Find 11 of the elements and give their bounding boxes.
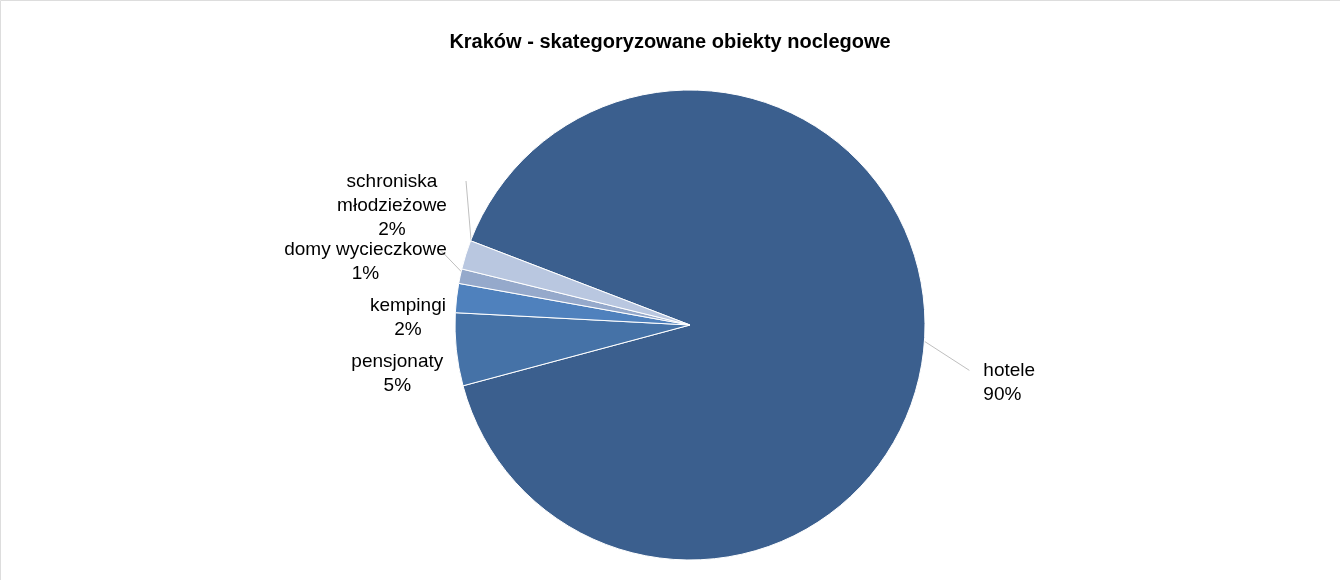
data-label: 2% [378, 218, 406, 239]
slice-label: domy wycieczkowe [284, 238, 447, 259]
data-label: 1% [351, 262, 380, 283]
data-label: 2% [394, 318, 422, 339]
slice-label: schroniska młodzieżowe [337, 170, 447, 215]
data-label: 5% [383, 374, 412, 395]
slice-label: kempingi [369, 294, 446, 315]
slice-label: pensjonaty [351, 350, 444, 371]
slice-label: hotele [983, 359, 1036, 381]
data-label: 90% [983, 383, 1022, 405]
chart-title: Kraków - skategoryzowane obiekty noclegowe [449, 30, 891, 52]
